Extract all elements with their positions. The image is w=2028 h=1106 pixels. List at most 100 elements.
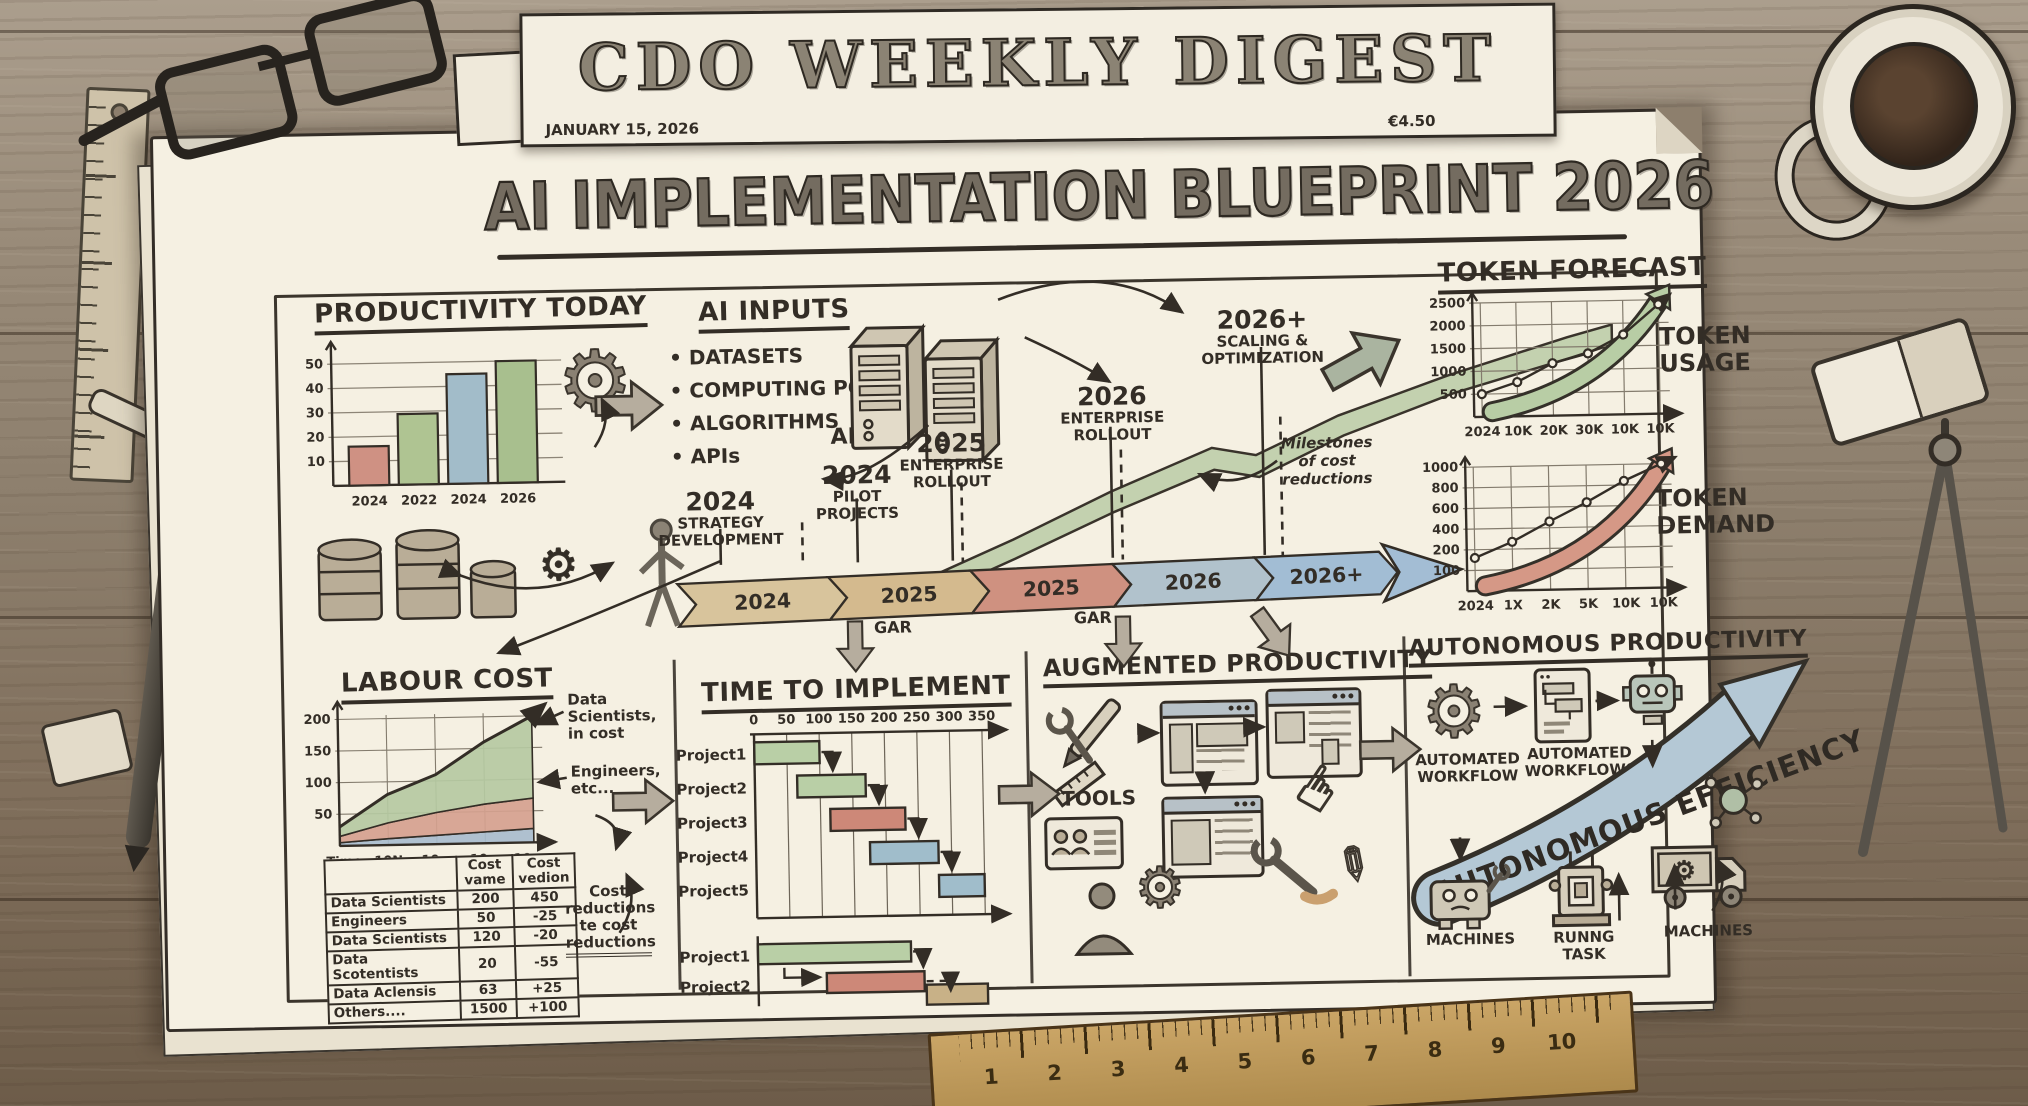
svg-text:500: 500 [1440,387,1467,402]
ruler-number: 2 [1046,1060,1063,1086]
svg-text:2500: 2500 [1429,296,1465,312]
svg-text:100: 100 [805,712,832,727]
svg-text:2026: 2026 [500,491,536,507]
svg-text:300: 300 [935,709,962,724]
ruler-number: 7 [1363,1041,1380,1066]
ruler-number: 10 [1546,1029,1578,1055]
flow-arrow-down [835,620,876,674]
svg-text:0: 0 [749,713,758,728]
compass-icon [1835,418,2025,880]
svg-text:10: 10 [307,455,325,470]
eraser-icon [39,707,135,789]
svg-text:2024: 2024 [1464,425,1500,441]
ruler-number: 8 [1426,1037,1444,1063]
svg-text:150: 150 [838,711,865,726]
flow-arrow-to-token [1319,330,1402,393]
svg-text:800: 800 [1431,481,1458,496]
svg-text:Project4: Project4 [678,847,749,866]
newspaper-title: CDO WEEKLY DIGEST [576,20,1499,107]
issue-price: €4.50 [1387,111,1436,131]
svg-text:10K: 10K [1611,422,1640,438]
svg-text:2000: 2000 [1429,319,1465,335]
svg-text:100: 100 [1433,564,1460,579]
svg-text:200: 200 [870,711,897,726]
ruler-number: 9 [1490,1033,1507,1059]
svg-text:150: 150 [304,744,331,759]
svg-text:2024: 2024 [450,492,486,508]
svg-text:50: 50 [305,357,323,372]
svg-text:1X: 1X [1504,598,1523,613]
robot-icon [1621,660,1683,726]
svg-text:30: 30 [306,406,324,421]
svg-text:Project3: Project3 [677,813,748,832]
svg-text:2024: 2024 [351,494,387,510]
server-towers-icon [847,323,1001,464]
svg-text:20K: 20K [1540,423,1569,439]
svg-text:200: 200 [1432,543,1459,558]
svg-text:Project2: Project2 [680,977,751,996]
svg-text:1000: 1000 [1430,365,1466,381]
timeline-arrow: 2024 2025 2025 2026 2026+ [622,537,1544,647]
flow-arrow-right [997,770,1062,819]
flow-arrow-right [1358,725,1423,774]
svg-text:Project5: Project5 [678,881,749,900]
gantt-chart: 0 50 100 150 200 250 300 350 Project1 Project2 Pro… [676,704,1017,1014]
glasses-lens [300,0,452,110]
workflow-document-icon [1533,667,1592,744]
ruler-number: 6 [1300,1045,1317,1070]
svg-text:1500: 1500 [1430,342,1466,358]
svg-text:2025: 2025 [880,582,938,609]
svg-text:10K: 10K [1612,596,1641,612]
efficiency-arrow [1411,657,1810,927]
ruler-number: 4 [1173,1052,1190,1078]
id-card-icon [1044,816,1124,871]
svg-text:10K: 10K [1646,421,1675,437]
svg-text:2024: 2024 [1458,599,1494,615]
token-usage-chart: 2500 2000 1500 1000 500 2024 10K 20K 30K 10K 10K [1428,283,1693,448]
svg-text:Project2: Project2 [676,779,747,798]
svg-text:Project1: Project1 [679,947,750,966]
svg-text:50: 50 [314,807,332,822]
svg-text:5K: 5K [1579,597,1599,612]
wrench-hands-icon [1250,835,1338,905]
ruler-number: 3 [1110,1056,1127,1082]
svg-text:30K: 30K [1575,423,1604,439]
tools-icons [1045,698,1121,808]
svg-text:40: 40 [305,382,323,397]
ruler-number: 1 [983,1064,1000,1090]
svg-text:Project1: Project1 [676,745,747,764]
token-demand-chart: 1000 800 600 400 200 100 2024 1X 2K 5K 10K 10K [1421,446,1696,622]
productivity-bar-chart: 50 40 30 20 10 2024 2022 2024 2026 [297,336,570,517]
svg-text:10K: 10K [1504,424,1533,440]
running-task-machine-icon [1548,850,1614,928]
svg-text:20: 20 [306,430,324,445]
coffee [1850,42,1978,170]
svg-text:250: 250 [903,710,930,725]
flow-arrow-down [1103,615,1144,669]
flow-arrow-down-right [1249,605,1292,658]
svg-text:100: 100 [305,776,332,791]
svg-text:2K: 2K [1541,598,1561,613]
machines-robot-icon [1429,862,1511,931]
svg-text:1000: 1000 [1422,460,1458,476]
svg-text:200: 200 [303,713,330,728]
svg-text:400: 400 [1432,522,1459,537]
person-icon [1074,882,1135,956]
masthead: CDO WEEKLY DIGEST JANUARY 15, 2026 €4.50 [519,2,1557,148]
ruler-number: 5 [1236,1048,1253,1074]
svg-text:2022: 2022 [401,493,437,509]
coffee-mug-icon [1762,0,2020,253]
svg-text:600: 600 [1432,502,1459,517]
svg-text:2026+: 2026+ [1289,562,1364,589]
molecule-icon [1704,776,1764,829]
svg-text:50: 50 [777,713,795,728]
blueprint-sheet: AI IMPLEMENTATION BLUEPRINT 2026 PRODUCT… [149,106,1869,1033]
svg-text:2025: 2025 [1022,575,1080,602]
svg-text:2024: 2024 [734,588,792,615]
svg-text:10K: 10K [1650,595,1679,611]
flow-arrow-right [611,777,676,826]
svg-text:2026: 2026 [1164,568,1222,595]
annotation-arrows [437,280,1737,934]
person-figure-icon [638,518,685,628]
